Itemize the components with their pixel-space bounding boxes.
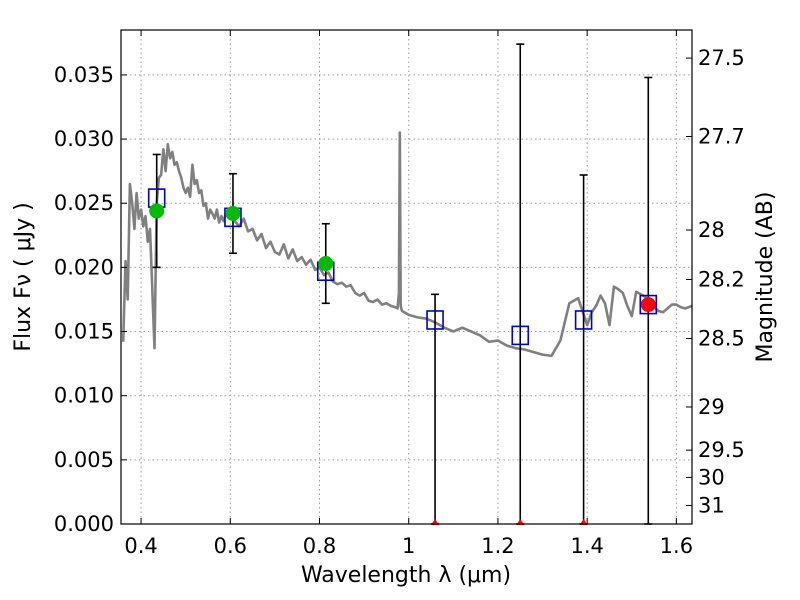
- synthetic-photometry-square: [511, 325, 530, 346]
- x-tick-label: 0.4: [124, 534, 157, 558]
- observed-flux-point: [318, 256, 334, 272]
- y-tick-label: 0.005: [54, 448, 114, 472]
- y2-tick-label: 28.5: [698, 327, 745, 351]
- y-axis-title: Flux Fν ( μJy ): [11, 202, 36, 351]
- grid: [121, 30, 692, 525]
- synthetic-photometry-square: [639, 294, 658, 315]
- x-tick-label: 0.6: [214, 534, 247, 558]
- synthetic-photometry-square: [574, 310, 593, 330]
- synthetic-photometry-square: [426, 310, 444, 330]
- model-spectrum-line: [121, 131, 693, 358]
- y2-tick-label: 27.5: [698, 46, 745, 70]
- y2-tick-label: 29.5: [698, 438, 745, 462]
- y2-tick-label: 30: [698, 465, 725, 489]
- plot-frame: [120, 29, 693, 525]
- y-tick-label: 0.020: [54, 255, 114, 279]
- y2-tick-label: 31: [698, 493, 725, 517]
- y-tick-label: 0.015: [54, 320, 114, 344]
- axis-ticks: 0.4 0.6 0.8 1 1.2 1.4 1.6 0.000 0.005 0.010 0.015 0…: [54, 30, 745, 558]
- x-tick-label: 0.8: [303, 534, 336, 558]
- y2-tick-label: 27.7: [698, 124, 745, 148]
- x-tick-label: 1.4: [570, 534, 603, 558]
- y-tick-label: 0.025: [54, 191, 114, 215]
- x-tick-label: 1.6: [660, 534, 693, 558]
- observed-flux-point: [225, 205, 241, 221]
- x-tick-label: 1.2: [481, 534, 514, 558]
- y-tick-label: 0.010: [54, 384, 114, 408]
- x-axis-title: Wavelength λ (μm): [301, 563, 511, 588]
- y-tick-label: 0.030: [54, 127, 114, 151]
- observed-flux-point: [149, 203, 165, 219]
- y2-tick-label: 28: [698, 218, 725, 242]
- y-tick-label: 0.035: [54, 63, 114, 87]
- y-tick-label: 0.000: [54, 512, 114, 536]
- y2-tick-label: 29: [698, 395, 725, 419]
- y2-axis-title: Magnitude (AB): [753, 192, 778, 363]
- plot-series: [121, 43, 693, 525]
- red-flux-point: [640, 297, 656, 313]
- x-tick-label: 1: [402, 534, 415, 558]
- y2-tick-label: 28.2: [698, 267, 745, 291]
